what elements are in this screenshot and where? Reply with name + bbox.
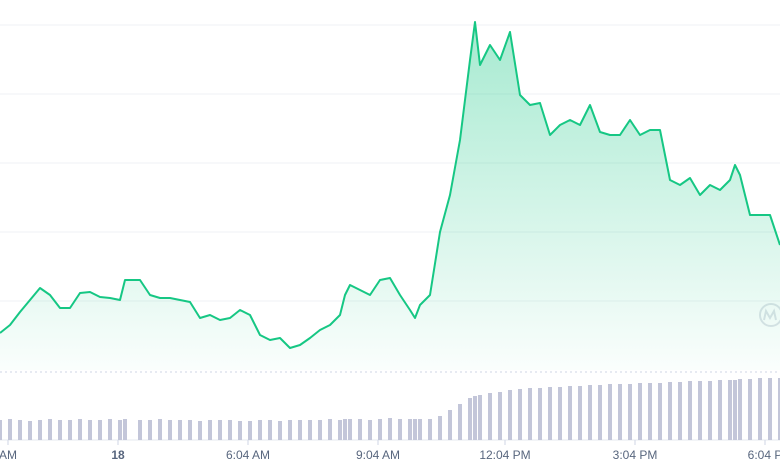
volume-bar xyxy=(358,419,362,440)
price-line xyxy=(0,21,780,349)
volume-bar xyxy=(38,420,42,440)
volume-bar xyxy=(478,395,482,440)
volume-bar xyxy=(108,419,112,440)
volume-bar xyxy=(658,383,662,440)
x-tick-label: 6:04 AM xyxy=(226,448,270,462)
volume-bar xyxy=(558,387,562,440)
volume-bar xyxy=(778,378,780,440)
volume-bar xyxy=(758,378,762,440)
volume-bar xyxy=(48,419,52,440)
volume-bar xyxy=(338,420,342,440)
volume-bar xyxy=(473,396,477,440)
volume-bar xyxy=(628,384,632,440)
volume-bar xyxy=(608,384,612,440)
volume-bar xyxy=(733,380,737,440)
volume-bar xyxy=(0,420,2,440)
volume-bar xyxy=(388,418,392,440)
volume-bar xyxy=(68,420,72,440)
volume-bar xyxy=(238,421,242,440)
volume-bar xyxy=(588,385,592,440)
volume-bar xyxy=(498,392,502,440)
volume-bar xyxy=(468,398,472,440)
volume-bar xyxy=(688,381,692,440)
volume-bar xyxy=(418,419,422,440)
volume-bar xyxy=(158,419,162,440)
volume-bar xyxy=(148,420,152,440)
volume-bar xyxy=(578,386,582,440)
volume-bar xyxy=(438,416,442,440)
volume-bar xyxy=(413,419,417,440)
volume-bar xyxy=(328,419,332,440)
volume-bar xyxy=(678,382,682,440)
volume-bar xyxy=(318,420,322,440)
volume-bar xyxy=(708,381,712,440)
volume-bar xyxy=(598,385,602,440)
volume-bar xyxy=(178,420,182,440)
volume-bar xyxy=(488,393,492,440)
volume-bar xyxy=(738,379,742,440)
volume-bar xyxy=(58,420,62,440)
volume-bar xyxy=(268,420,272,440)
x-tick-label: AM xyxy=(0,448,17,462)
x-tick-label: 6:04 P xyxy=(748,448,780,462)
volume-bar xyxy=(228,420,232,440)
volume-bar xyxy=(768,378,772,440)
volume-bar xyxy=(288,420,292,440)
volume-bar xyxy=(188,420,192,440)
volume-bar xyxy=(118,420,122,440)
volume-bar xyxy=(548,387,552,440)
volume-bar xyxy=(278,421,282,440)
volume-bar xyxy=(123,419,127,440)
volume-bar xyxy=(168,420,172,440)
x-tick-label: 9:04 AM xyxy=(356,448,400,462)
volume-bars xyxy=(0,378,780,440)
volume-bar xyxy=(138,420,142,440)
volume-bar xyxy=(308,420,312,440)
volume-bar xyxy=(8,419,12,440)
volume-bar xyxy=(568,386,572,440)
volume-bar xyxy=(248,421,252,440)
volume-bar xyxy=(518,389,522,440)
volume-bar xyxy=(728,380,732,440)
volume-bar xyxy=(458,404,462,440)
x-tick-label: 12:04 PM xyxy=(479,448,530,462)
volume-bar xyxy=(398,419,402,440)
volume-bar xyxy=(408,419,412,440)
volume-bar xyxy=(198,421,202,440)
volume-bar xyxy=(208,420,212,440)
volume-bar xyxy=(448,410,452,440)
volume-bar xyxy=(378,419,382,440)
volume-bar xyxy=(78,419,82,440)
volume-bar xyxy=(508,390,512,440)
x-tick-label: 18 xyxy=(111,448,125,462)
volume-bar xyxy=(98,420,102,440)
volume-bar xyxy=(428,419,432,440)
volume-bar xyxy=(528,388,532,440)
volume-bar xyxy=(618,384,622,440)
volume-bar xyxy=(258,420,262,440)
volume-bar xyxy=(28,421,32,440)
volume-bar xyxy=(298,420,302,440)
volume-bar xyxy=(343,419,347,440)
volume-bar xyxy=(368,420,372,440)
volume-bar xyxy=(698,381,702,440)
price-area xyxy=(0,22,780,370)
volume-bar xyxy=(218,420,222,440)
volume-bar xyxy=(648,383,652,440)
volume-bar xyxy=(18,420,22,440)
volume-bar xyxy=(348,419,352,440)
volume-bar xyxy=(718,380,722,440)
volume-bar xyxy=(538,388,542,440)
volume-bar xyxy=(668,382,672,440)
x-tick-label: 3:04 PM xyxy=(613,448,658,462)
volume-bar xyxy=(88,420,92,440)
volume-bar xyxy=(748,379,752,440)
volume-bar xyxy=(638,383,642,440)
